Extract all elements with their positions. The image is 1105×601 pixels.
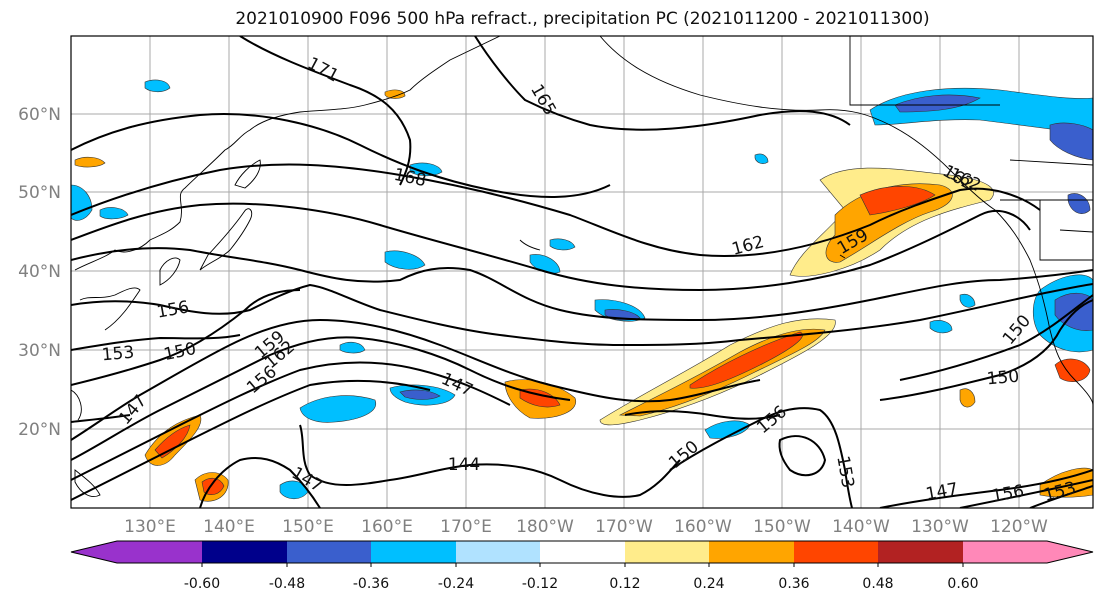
colorbar-tick-label: 0.60 <box>947 576 978 592</box>
colorbar-tick-label: -0.60 <box>184 576 220 592</box>
colorbar-segment <box>71 541 202 563</box>
lon-tick-label: 170°E <box>440 517 492 537</box>
longitude-labels: 130°E 140°E 150°E 160°E 170°E 180°W 170°W 160°W… <box>124 517 1048 537</box>
lat-tick-label: 60°N <box>18 105 61 125</box>
contour-label: 153 <box>101 343 135 366</box>
contour-label: 144 <box>448 455 480 475</box>
colorbar-tick-label: -0.48 <box>269 576 305 592</box>
lat-tick-label: 40°N <box>18 262 61 282</box>
colorbar-tick-label: 0.48 <box>862 576 893 592</box>
map-title: 2021010900 F096 500 hPa refract., precip… <box>235 9 930 29</box>
contour-lines <box>71 36 1093 508</box>
lon-tick-label: 180°W <box>516 517 574 537</box>
colorbar: -0.60 -0.48 -0.36 -0.24 -0.12 0.12 0.24 0.36 0.4… <box>70 540 1094 592</box>
lat-tick-label: 30°N <box>18 341 61 361</box>
colorbar-segment <box>540 541 625 563</box>
colorbar-segment <box>202 541 287 563</box>
lon-tick-label: 150°W <box>753 517 811 537</box>
colorbar-segment <box>625 541 709 563</box>
lon-tick-label: 160°E <box>361 517 413 537</box>
lon-tick-label: 150°E <box>282 517 334 537</box>
colorbar-tick-label: -0.12 <box>522 576 558 592</box>
colorbar-segment <box>709 541 794 563</box>
colorbar-segment <box>287 541 371 563</box>
lon-tick-label: 130°E <box>124 517 176 537</box>
lon-tick-label: 130°W <box>911 517 969 537</box>
colorbar-segment <box>456 541 540 563</box>
colorbar-tick-label: 0.12 <box>609 576 640 592</box>
colorbar-outline <box>70 540 1094 564</box>
contour-label: 150 <box>986 367 1020 390</box>
colorbar-segment <box>371 541 456 563</box>
coastlines <box>71 36 1093 497</box>
latitude-labels: 60°N 50°N 40°N 30°N 20°N <box>18 105 61 440</box>
colorbar-tick-label: 0.36 <box>778 576 809 592</box>
colorbar-tick-label: -0.24 <box>438 576 474 592</box>
lat-tick-label: 20°N <box>18 420 61 440</box>
lon-tick-label: 120°W <box>990 517 1048 537</box>
colorbar-segment <box>794 541 878 563</box>
colorbar-segment <box>878 541 963 563</box>
colorbar-tick-label: -0.36 <box>353 576 389 592</box>
lat-tick-label: 50°N <box>18 183 61 203</box>
colorbar-segment <box>963 541 1093 563</box>
colorbar-tick-label: 0.24 <box>693 576 724 592</box>
lon-tick-label: 170°W <box>595 517 653 537</box>
lon-tick-label: 140°E <box>203 517 255 537</box>
lon-tick-label: 160°W <box>674 517 732 537</box>
lon-tick-label: 140°W <box>832 517 890 537</box>
map-frame <box>70 35 1094 509</box>
precipitation-shading <box>71 79 1093 502</box>
